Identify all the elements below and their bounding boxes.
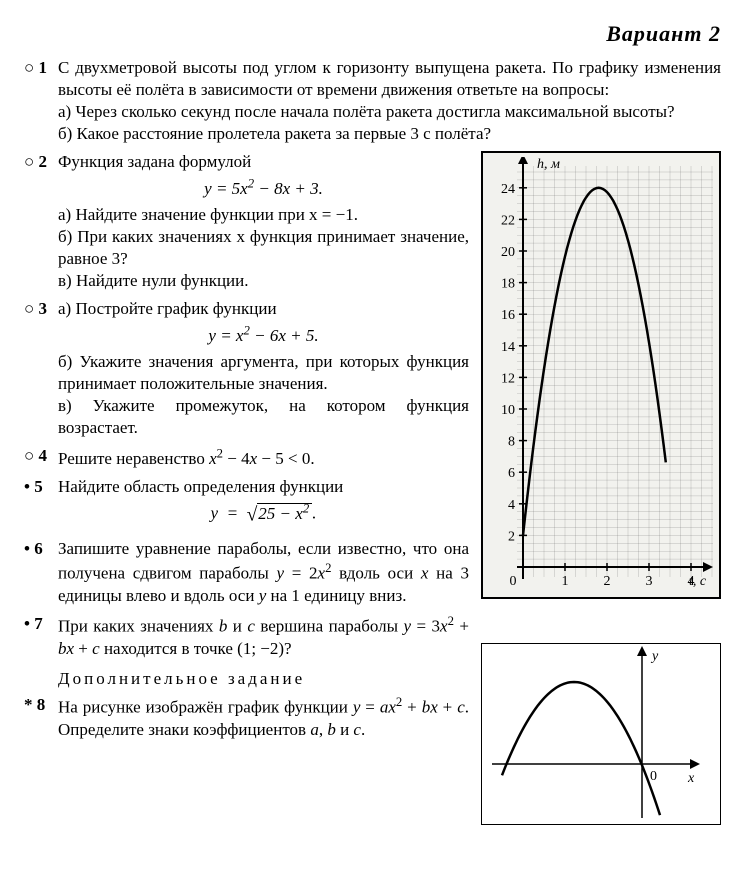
- task-2-formula: y = 5x2 − 8x + 3.: [58, 175, 469, 200]
- task-3-marker: ○ 3: [24, 298, 58, 439]
- svg-text:4: 4: [508, 498, 515, 513]
- svg-text:24: 24: [501, 182, 515, 197]
- task-1-text: С двухметровой высоты под углом к горизо…: [58, 57, 721, 101]
- extra-title: Дополнительное задание: [58, 668, 469, 690]
- task-6-text: Запишите уравнение параболы, если извест…: [58, 538, 469, 607]
- task-6: • 6 Запишите уравнение параболы, если из…: [24, 538, 469, 607]
- task-8-marker: * 8: [24, 694, 58, 741]
- task-5-formula: y = √25 − x2.: [58, 500, 469, 528]
- task-1-a: а) Через сколько секунд после начала пол…: [58, 101, 721, 123]
- svg-text:16: 16: [501, 308, 515, 323]
- task-5: • 5 Найдите область определения функции …: [24, 476, 469, 532]
- svg-text:t, с: t, с: [689, 574, 707, 589]
- svg-text:2: 2: [604, 574, 611, 589]
- svg-text:y: y: [650, 649, 659, 664]
- svg-text:0: 0: [510, 574, 517, 589]
- task-4: ○ 4 Решите неравенство x2 − 4x − 5 < 0.: [24, 445, 469, 470]
- task-7: • 7 При каких значениях b и c вершина па…: [24, 613, 469, 660]
- task-4-marker: ○ 4: [24, 445, 58, 470]
- svg-text:0: 0: [650, 769, 657, 784]
- task-3-a: а) Постройте график функции: [58, 298, 469, 320]
- svg-text:3: 3: [646, 574, 653, 589]
- task-2-a: а) Найдите значение функции при x = −1.: [58, 204, 469, 226]
- task-4-text: Решите неравенство x2 − 4x − 5 < 0.: [58, 449, 315, 468]
- task-3-b: б) Укажите значения аргумента, при котор…: [58, 351, 469, 395]
- task-2: ○ 2 Функция задана формулой y = 5x2 − 8x…: [24, 151, 469, 292]
- variant-title: Вариант 2: [24, 20, 721, 49]
- parabola-sketch: 0 x y: [481, 643, 721, 825]
- task-2-intro: Функция задана формулой: [58, 151, 469, 173]
- task-3: ○ 3 а) Постройте график функции y = x2 −…: [24, 298, 469, 439]
- task-1-marker: ○ 1: [24, 57, 58, 145]
- svg-text:6: 6: [508, 466, 515, 481]
- task-5-marker: • 5: [24, 476, 58, 532]
- task-7-marker: • 7: [24, 613, 58, 660]
- task-2-b: б) При каких значениях x функция принима…: [58, 226, 469, 270]
- svg-text:14: 14: [501, 340, 515, 355]
- task-1: ○ 1 С двухметровой высоты под углом к го…: [24, 57, 721, 145]
- svg-text:12: 12: [501, 371, 515, 386]
- svg-text:18: 18: [501, 277, 515, 292]
- svg-text:1: 1: [562, 574, 569, 589]
- svg-text:22: 22: [501, 213, 515, 228]
- task-8: * 8 На рисунке изображён график функции …: [24, 694, 469, 741]
- height-chart: 2468101214161820222401234h, мt, с: [481, 151, 721, 599]
- chart2-svg: 0 x y: [482, 644, 702, 824]
- svg-text:8: 8: [508, 435, 515, 450]
- task-3-c: в) Укажите промежуток, на котором функци…: [58, 395, 469, 439]
- svg-text:x: x: [687, 771, 695, 786]
- task-1-b: б) Какое расстояние пролетела ракета за …: [58, 123, 721, 145]
- chart1-svg: 2468101214161820222401234h, мt, с: [487, 157, 715, 593]
- task-3-formula: y = x2 − 6x + 5.: [58, 322, 469, 347]
- task-2-marker: ○ 2: [24, 151, 58, 292]
- svg-text:2: 2: [508, 529, 515, 544]
- task-6-marker: • 6: [24, 538, 58, 607]
- task-7-text: При каких значениях b и c вершина парабо…: [58, 613, 469, 660]
- task-5-text: Найдите область определения функции: [58, 476, 469, 498]
- task-8-text: На рисунке изображён график функции y = …: [58, 694, 469, 741]
- task-2-c: в) Найдите нули функции.: [58, 270, 469, 292]
- svg-text:h, м: h, м: [537, 157, 560, 172]
- svg-text:20: 20: [501, 245, 515, 260]
- svg-text:10: 10: [501, 403, 515, 418]
